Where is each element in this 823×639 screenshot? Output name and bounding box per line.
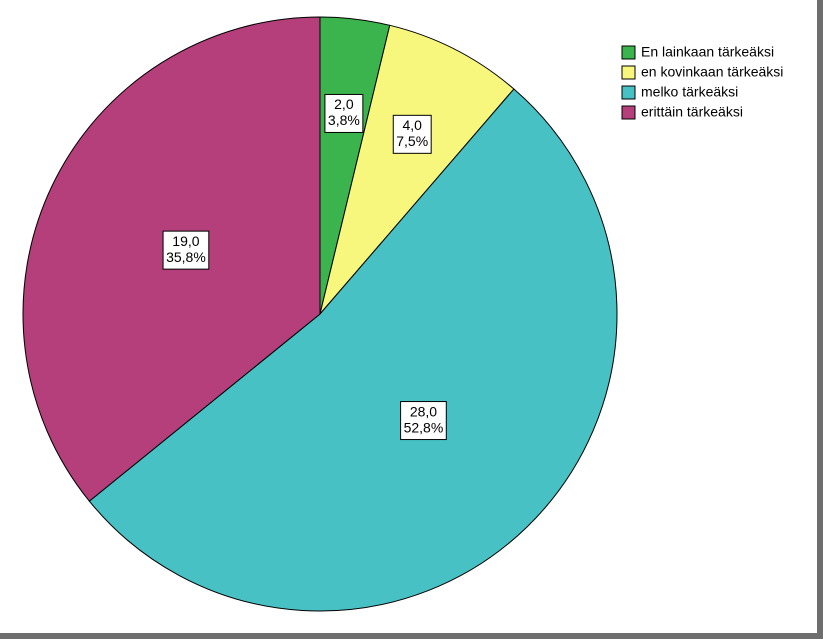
pie-slice [319, 24, 515, 315]
legend-label: erittäin tärkeäksi [641, 104, 743, 120]
label-box [324, 93, 364, 133]
legend-label: en kovinkaan tärkeäksi [641, 64, 783, 80]
value-label: 4,0 [402, 117, 422, 133]
legend-swatch [621, 85, 636, 100]
pie-slice [88, 88, 618, 612]
legend-swatch [621, 45, 636, 60]
percent-label: 35,8% [166, 249, 206, 265]
label-box [392, 114, 432, 154]
frame-edge [0, 633, 823, 639]
pie [22, 16, 618, 612]
label-box [400, 401, 447, 441]
legend-swatch [621, 105, 636, 120]
legend-label: En lainkaan tärkeäksi [641, 44, 774, 60]
slice-labels: 2,03,8% 4,07,5% 28,052,8% 19,035,8% [162, 93, 447, 441]
value-label: 19,0 [172, 233, 199, 249]
percent-label: 3,8% [328, 112, 360, 128]
value-label: 2,0 [334, 96, 354, 112]
frame-edge [817, 0, 823, 639]
value-label: 28,0 [410, 403, 437, 419]
legend-swatch [621, 65, 636, 80]
percent-label: 52,8% [404, 419, 444, 435]
percent-label: 7,5% [396, 133, 428, 149]
legend: En lainkaan tärkeäksi en kovinkaan tärkeä… [621, 44, 783, 120]
legend-label: melko tärkeäksi [641, 84, 738, 100]
label-box [162, 230, 210, 270]
